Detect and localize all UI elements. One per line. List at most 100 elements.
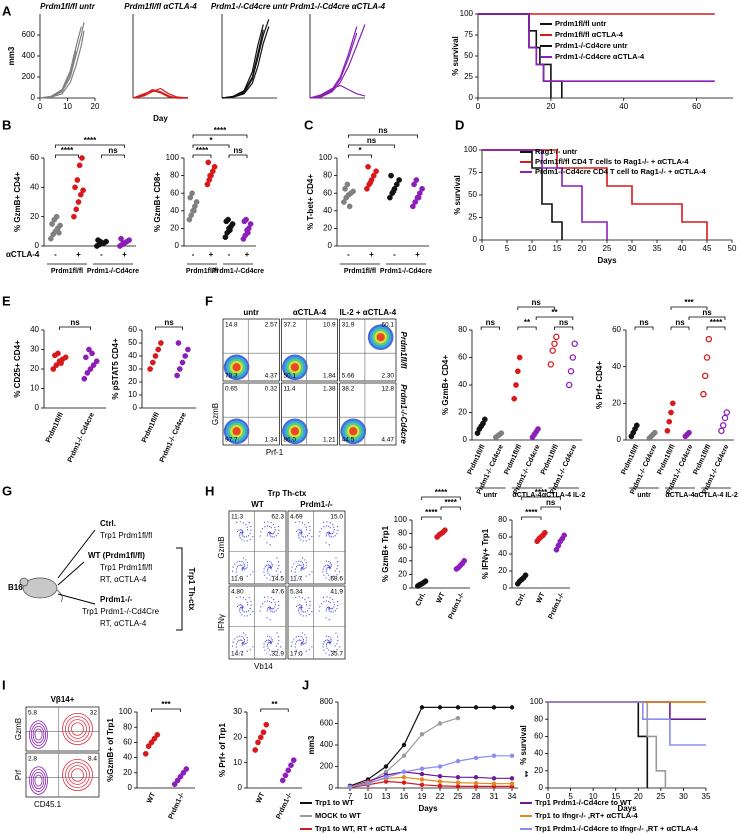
- x-tick-label: 15: [553, 244, 562, 253]
- data-point: [373, 168, 379, 175]
- legend-label: Rag1-/- untr: [535, 147, 577, 156]
- event-dot: [329, 641, 332, 643]
- event-dot: [299, 529, 301, 531]
- event-dot: [266, 610, 268, 612]
- event-dot: [252, 571, 254, 573]
- y-tick-label: 60: [498, 532, 507, 541]
- y-tick-label: 80: [534, 714, 543, 723]
- data-point: [341, 199, 347, 205]
- event-dot: [328, 606, 331, 609]
- data-point: [571, 340, 578, 347]
- x-tick-label: 10: [63, 102, 72, 111]
- event-dot: [243, 638, 246, 641]
- y-tick-label: 80: [123, 722, 132, 731]
- y-tick-label: 60: [398, 542, 407, 551]
- data-point: [723, 409, 731, 416]
- event-dot: [323, 641, 325, 643]
- data-point: [79, 155, 85, 161]
- event-dot: [331, 599, 334, 601]
- event-dot: [294, 643, 297, 645]
- mouse-body: [22, 577, 58, 599]
- event-dot: [330, 638, 332, 641]
- event-dot: [271, 575, 273, 577]
- contour: [65, 716, 90, 742]
- event-dot: [267, 607, 269, 609]
- event-dot: [330, 640, 332, 642]
- event-dot: [337, 525, 339, 528]
- event-dot: [323, 574, 325, 576]
- data-point: [411, 181, 417, 188]
- event-dot: [276, 557, 278, 559]
- event-dot: [305, 601, 307, 603]
- data-point: [83, 354, 89, 361]
- x-tick-label: 60: [692, 102, 701, 111]
- point: [455, 715, 461, 721]
- quadrant-percent: 5.8: [28, 710, 37, 717]
- density-blob: [349, 427, 358, 436]
- chart-title: Prdm1fl/fl untr: [40, 2, 96, 11]
- event-dot: [305, 650, 307, 652]
- event-dot: [301, 637, 304, 639]
- event-dot: [270, 602, 272, 604]
- event-dot: [263, 596, 266, 598]
- event-dot: [291, 566, 293, 568]
- event-dot: [269, 561, 271, 563]
- event-dot: [264, 566, 266, 568]
- event-dot: [320, 603, 323, 605]
- annotation: **: [520, 771, 529, 778]
- legend-label: Prdm1-/-Cd4cre untr: [555, 41, 628, 50]
- event-dot: [307, 597, 309, 599]
- x-tick-label: 10: [528, 244, 537, 253]
- significance-bracket: [554, 326, 574, 330]
- contour: [30, 723, 47, 746]
- significance-label: ns: [559, 318, 569, 327]
- quadrant-percent: 78.3: [225, 373, 238, 380]
- data-point: [700, 390, 707, 398]
- event-dot: [273, 607, 275, 609]
- point: [365, 781, 371, 786]
- x-tick-label: 22: [436, 792, 445, 801]
- y-axis-label: % CD25+ CD4+: [13, 340, 22, 398]
- event-dot: [304, 567, 306, 570]
- data-point: [290, 757, 297, 763]
- event-dot: [243, 568, 246, 570]
- x-tick-label: 5: [505, 244, 510, 253]
- event-dot: [238, 564, 240, 566]
- event-dot: [246, 639, 249, 641]
- event-dot: [300, 636, 302, 638]
- panel-letter: A: [2, 3, 12, 18]
- event-dot: [330, 608, 332, 610]
- event-dot: [318, 535, 320, 537]
- event-dot: [243, 563, 246, 566]
- contour: [30, 769, 47, 792]
- event-dot: [242, 557, 245, 559]
- event-dot: [305, 566, 307, 568]
- event-dot: [242, 531, 244, 534]
- y-axis-label: % survival: [519, 725, 528, 765]
- data-point: [668, 409, 674, 416]
- contour: [68, 719, 87, 739]
- event-dot: [266, 570, 268, 572]
- event-dot: [271, 565, 273, 567]
- event-dot: [301, 531, 303, 534]
- quadrant-percent: 14.7: [231, 651, 244, 658]
- event-dot: [236, 605, 239, 608]
- event-dot: [278, 600, 280, 603]
- event-dot: [267, 642, 269, 644]
- y-tick-label: 40: [123, 753, 132, 762]
- significance-bracket: [260, 708, 289, 712]
- bracket: [176, 547, 183, 631]
- significance-label: ns: [702, 308, 712, 317]
- series-line: [39, 50, 77, 99]
- significance-label: ****: [525, 508, 538, 517]
- event-dot: [266, 645, 268, 647]
- event-dot: [243, 565, 246, 567]
- event-dot: [336, 643, 338, 645]
- event-dot: [318, 610, 320, 612]
- event-dot: [336, 532, 338, 535]
- event-dot: [243, 540, 245, 542]
- data-point: [84, 370, 91, 376]
- event-dot: [267, 532, 269, 534]
- event-dot: [271, 650, 273, 652]
- significance-bracket: [348, 154, 372, 158]
